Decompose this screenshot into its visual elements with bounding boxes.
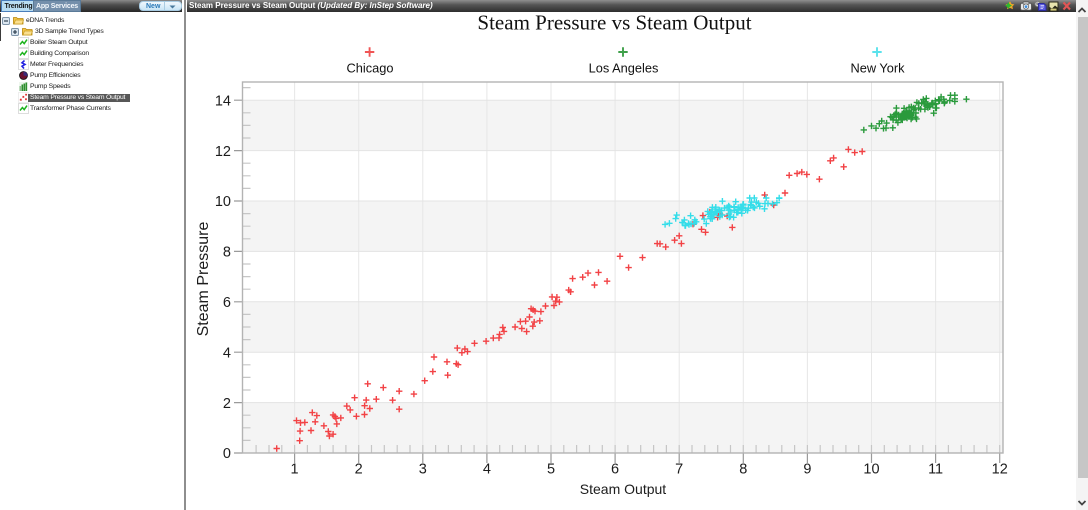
svg-text:2: 2 <box>355 462 363 478</box>
svg-text:10: 10 <box>215 194 231 210</box>
svg-text:Steam Pressure: Steam Pressure <box>195 222 212 337</box>
svg-text:5: 5 <box>547 462 555 478</box>
svg-text:1: 1 <box>291 462 299 478</box>
svg-text:2: 2 <box>223 396 231 412</box>
svg-text:Steam Pressure vs Steam Output: Steam Pressure vs Steam Output <box>477 11 751 35</box>
svg-text:12: 12 <box>992 462 1008 478</box>
svg-text:14: 14 <box>215 93 231 109</box>
svg-text:12: 12 <box>215 144 231 160</box>
svg-text:6: 6 <box>611 462 619 478</box>
svg-text:9: 9 <box>803 462 811 478</box>
svg-text:10: 10 <box>863 462 879 478</box>
svg-text:7: 7 <box>675 462 683 478</box>
svg-text:4: 4 <box>223 345 231 361</box>
svg-text:Chicago: Chicago <box>347 61 394 76</box>
svg-text:8: 8 <box>739 462 747 478</box>
svg-text:0: 0 <box>223 446 231 462</box>
svg-text:8: 8 <box>223 245 231 261</box>
svg-text:New York: New York <box>850 61 905 76</box>
svg-text:6: 6 <box>223 295 231 311</box>
svg-text:11: 11 <box>928 462 943 478</box>
svg-text:Steam Output: Steam Output <box>580 481 666 497</box>
svg-text:4: 4 <box>483 462 491 478</box>
svg-text:Los Angeles: Los Angeles <box>589 61 659 76</box>
svg-text:3: 3 <box>419 462 427 478</box>
